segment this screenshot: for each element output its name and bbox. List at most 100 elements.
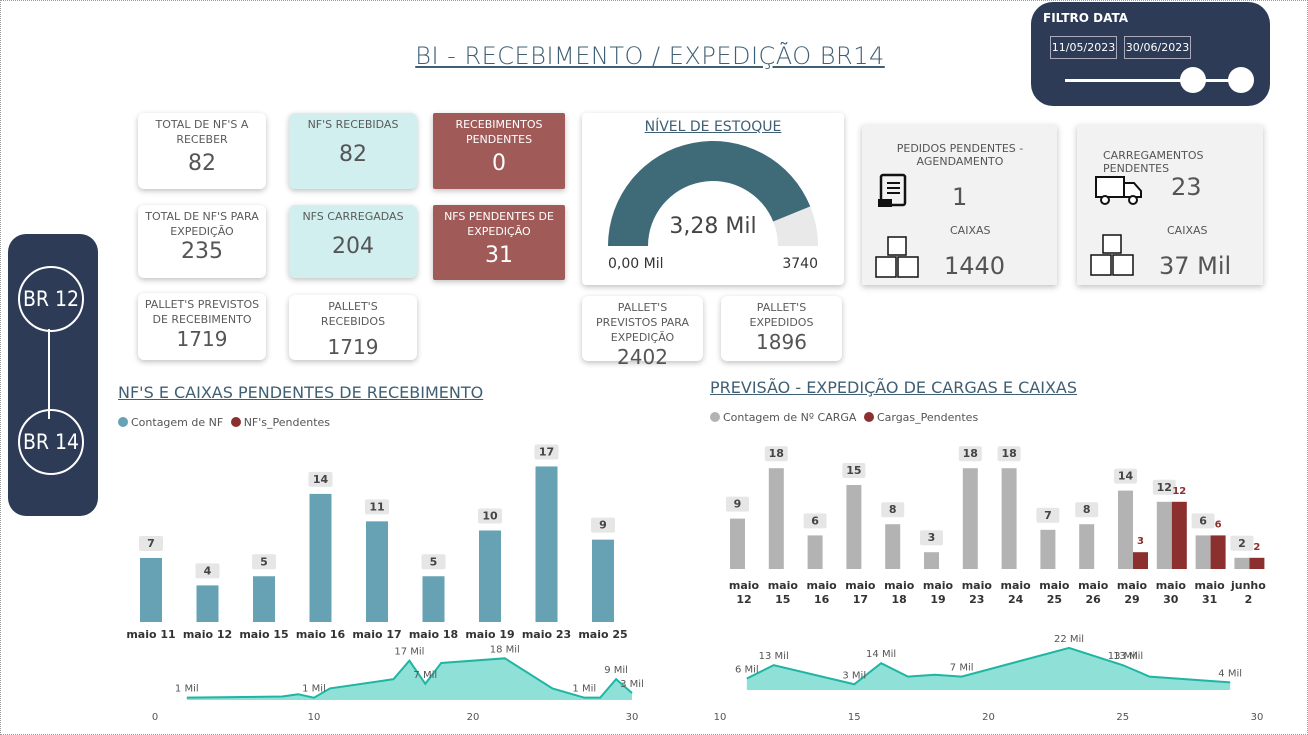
bar[interactable] xyxy=(535,466,558,622)
bar-pendentes[interactable] xyxy=(1171,501,1187,569)
date-slider-track[interactable] xyxy=(1065,79,1243,82)
category-label: maio 11 xyxy=(126,628,175,641)
category-label: maio 12 xyxy=(183,628,232,641)
area-data-label: 3 Mil xyxy=(842,670,866,681)
legend-item: Contagem de Nº CARGA xyxy=(723,411,857,424)
data-label: 6 xyxy=(1215,519,1222,530)
bar[interactable] xyxy=(1118,490,1133,569)
bar[interactable] xyxy=(366,521,388,622)
area-data-label: 1 Mil xyxy=(175,684,199,695)
card-label: RECEBIMENTOS PENDENTES xyxy=(455,118,543,146)
bar[interactable] xyxy=(924,552,939,569)
legend-swatch xyxy=(230,417,241,427)
bar[interactable] xyxy=(422,576,445,622)
category-label: maio 16 xyxy=(296,628,346,641)
category-label: maio xyxy=(884,579,915,592)
category-label: 31 xyxy=(1202,593,1217,606)
gauge-value: 3,28 Mil xyxy=(669,214,756,239)
bar[interactable] xyxy=(1195,535,1211,569)
data-label-bg xyxy=(139,535,163,551)
card-value: 1719 xyxy=(176,327,228,351)
x-tick-label: 0 xyxy=(152,712,158,723)
nav-connector xyxy=(48,329,50,419)
data-label: 14 xyxy=(313,473,329,486)
card-value: 1719 xyxy=(327,335,379,359)
card-value: 204 xyxy=(332,234,374,259)
category-label: 30 xyxy=(1163,593,1179,606)
card-label: PALLET'S EXPEDIDOS xyxy=(749,301,814,329)
bar-pendentes[interactable] xyxy=(1210,535,1226,569)
category-label: maio 23 xyxy=(522,628,571,641)
pedidos-label: PEDIDOS PENDENTES - AGENDAMENTO xyxy=(896,142,1024,168)
bar[interactable] xyxy=(962,468,978,569)
area-data-label: 3 Mil xyxy=(620,679,644,690)
data-label: 9 xyxy=(734,498,742,511)
date-slider-end-handle[interactable] xyxy=(1228,67,1254,93)
legend-swatch xyxy=(710,412,720,422)
left-area-chart: 1 Mil 1 Mil 17 Mil 7 Mil 18 Mil 1 Mil 9 Mil 3 M… xyxy=(152,644,644,723)
carregamentos-label: CARREGAMENTOS PENDENTES xyxy=(1103,149,1204,175)
data-label: 18 xyxy=(769,447,784,460)
bar[interactable] xyxy=(730,518,745,569)
bar[interactable] xyxy=(1156,501,1172,569)
bar[interactable] xyxy=(768,468,784,569)
data-label: 5 xyxy=(260,555,268,568)
bar[interactable] xyxy=(807,535,823,569)
data-label: 3 xyxy=(1137,536,1144,547)
category-label: maio 25 xyxy=(578,628,627,641)
bar[interactable] xyxy=(1001,468,1017,569)
data-label: 7 xyxy=(1044,509,1052,522)
card-label: PALLET'S PREVISTOS PARA EXPEDIÇÃO xyxy=(595,301,689,344)
category-label: 25 xyxy=(1047,593,1062,606)
category-label: 12 xyxy=(736,593,751,606)
category-label: maio xyxy=(1039,579,1070,592)
card-label: NF'S RECEBIDAS xyxy=(307,118,399,131)
bar[interactable] xyxy=(479,530,501,623)
gauge-max: 3740 xyxy=(782,256,818,272)
data-label: 6 xyxy=(811,514,819,527)
bar[interactable] xyxy=(1234,557,1250,569)
br12-button[interactable]: BR 12 xyxy=(18,266,84,332)
card-value: 2402 xyxy=(617,345,668,369)
area-data-label: 18 Mil xyxy=(490,644,520,655)
bar[interactable] xyxy=(885,524,901,569)
bar[interactable] xyxy=(592,539,614,622)
pedidos-caixas-label: CAIXAS xyxy=(950,224,991,237)
data-label: 9 xyxy=(599,519,607,532)
bar-pendentes[interactable] xyxy=(1249,557,1265,569)
date-slider-start-handle[interactable] xyxy=(1180,67,1206,93)
card-value: 1896 xyxy=(756,330,807,354)
area-data-label: 17 Mil xyxy=(394,647,424,658)
category-label: 17 xyxy=(853,593,868,606)
bar[interactable] xyxy=(140,557,162,622)
gauge-title: NÍVEL DE ESTOQUE xyxy=(644,119,782,135)
card-value: 235 xyxy=(181,239,223,264)
bar[interactable] xyxy=(1079,524,1095,569)
document-icon xyxy=(878,173,907,207)
date-filter-panel: FILTRO DATA 11/05/2023 30/06/2023 xyxy=(1031,2,1270,106)
data-label: 4 xyxy=(204,564,212,577)
area-data-label: 1 Mil xyxy=(302,684,326,695)
end-date-input[interactable]: 30/06/2023 xyxy=(1124,36,1191,59)
category-label: maio 19 xyxy=(465,628,514,641)
legend-item: Contagem de NF xyxy=(131,416,224,429)
card-label: TOTAL DE NF'S PARA EXPEDIÇÃO xyxy=(145,210,259,238)
area-data-label: 7 Mil xyxy=(950,663,974,674)
bar[interactable] xyxy=(309,493,332,622)
data-label: 2 xyxy=(1253,542,1260,553)
legend-swatch xyxy=(118,417,128,427)
card-value: 82 xyxy=(339,142,367,167)
start-date-input[interactable]: 11/05/2023 xyxy=(1050,36,1117,59)
data-label-bg xyxy=(478,508,502,524)
category-label: maio xyxy=(1000,579,1031,592)
data-label-bg xyxy=(881,502,905,518)
data-label-bg xyxy=(920,530,943,546)
bar[interactable] xyxy=(1040,529,1056,569)
bar[interactable] xyxy=(253,576,275,622)
bar-pendentes[interactable] xyxy=(1133,552,1148,569)
br14-button[interactable]: BR 14 xyxy=(18,409,84,475)
bar[interactable] xyxy=(846,485,862,569)
x-tick-label: 20 xyxy=(467,712,480,723)
x-tick-label: 25 xyxy=(1116,712,1129,723)
bar[interactable] xyxy=(196,585,219,622)
